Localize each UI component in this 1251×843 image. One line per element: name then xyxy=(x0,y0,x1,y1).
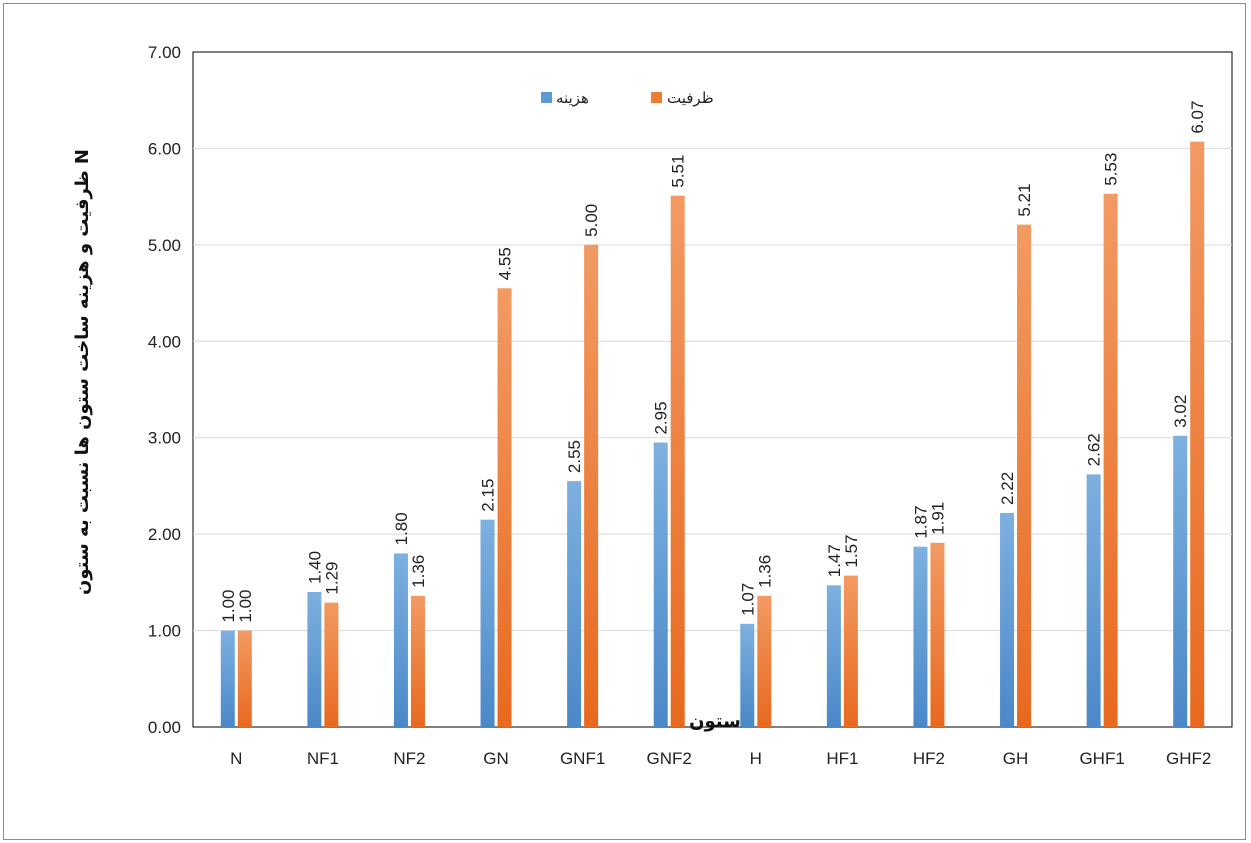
bar-cost-nf2 xyxy=(393,553,408,727)
bar-capacity-gn xyxy=(497,288,512,727)
x-tick-label: NF1 xyxy=(307,749,339,768)
data-label-capacity-nf2: 1.36 xyxy=(409,555,428,588)
x-axis-ticks: N NF1 NF2 GN GNF1 GNF2 H HF1 HF2 GH GHF1 GHF2 xyxy=(230,749,1211,768)
x-tick-label: N xyxy=(230,749,242,768)
y-axis-ticks: 0.00 1.00 2.00 3.00 4.00 5.00 6.00 7.00 xyxy=(148,43,181,737)
x-tick-label: GHF2 xyxy=(1166,749,1211,768)
y-tick-label: 7.00 xyxy=(148,43,181,62)
bar-capacity-gnf2 xyxy=(670,195,685,727)
y-tick-label: 6.00 xyxy=(148,139,181,158)
bar-cost-nf1 xyxy=(307,592,322,727)
x-tick-label: GNF1 xyxy=(560,749,605,768)
bar-cost-h xyxy=(740,623,755,727)
data-label-capacity-ghf2: 6.07 xyxy=(1188,101,1207,134)
plot-area-border xyxy=(192,51,1233,728)
bar-capacity-h xyxy=(757,595,772,727)
x-tick-label: GH xyxy=(1003,749,1029,768)
bar-capacity-nf1 xyxy=(324,602,339,727)
data-label-capacity-gn: 4.55 xyxy=(496,247,515,280)
x-tick-label: H xyxy=(750,749,762,768)
data-label-cost-gnf2: 2.95 xyxy=(652,401,671,434)
data-label-cost-nf2: 1.80 xyxy=(392,512,411,545)
bar-cost-gnf1 xyxy=(567,481,582,727)
x-tick-label: NF2 xyxy=(393,749,425,768)
data-labels: 1.001.00 1.401.29 1.80 1.36 2.15 4.55 2.55 5.00… xyxy=(219,101,1207,623)
legend-swatch-capacity xyxy=(651,92,662,103)
data-label-capacity-n: 1.00 xyxy=(236,589,255,622)
bar-capacity-ghf2 xyxy=(1190,141,1205,727)
bar-cost-ghf1 xyxy=(1086,474,1101,727)
data-label-capacity-nf1: 1.29 xyxy=(322,562,341,595)
data-label-capacity-h: 1.36 xyxy=(755,555,774,588)
y-tick-label: 4.00 xyxy=(148,332,181,351)
x-tick-label: HF2 xyxy=(913,749,945,768)
data-label-capacity-gh: 5.21 xyxy=(1015,184,1034,217)
legend-label-capacity: ظرفیت xyxy=(667,89,714,107)
data-label-cost-nf1: 1.40 xyxy=(305,551,324,584)
x-tick-label: GNF2 xyxy=(647,749,692,768)
legend-swatch-cost xyxy=(541,92,552,103)
bar-capacity-gh xyxy=(1017,224,1032,727)
bar-cost-hf1 xyxy=(826,585,841,727)
data-label-cost-hf2: 1.87 xyxy=(911,506,930,539)
data-label-capacity-gnf1: 5.00 xyxy=(582,204,601,237)
data-label-cost-gnf1: 2.55 xyxy=(565,440,584,473)
data-label-capacity-gnf2: 5.51 xyxy=(669,155,688,188)
bars xyxy=(220,141,1205,727)
y-tick-label: 5.00 xyxy=(148,236,181,255)
bar-capacity-ghf1 xyxy=(1103,193,1118,727)
x-tick-label: GHF1 xyxy=(1079,749,1124,768)
x-axis-title: ستون xyxy=(689,711,741,732)
data-label-cost-ghf2: 3.02 xyxy=(1171,395,1190,428)
bar-capacity-gnf1 xyxy=(584,244,599,727)
data-label-cost-h: 1.07 xyxy=(738,583,757,616)
data-label-cost-gn: 2.15 xyxy=(479,479,498,512)
bar-cost-gh xyxy=(1000,512,1015,727)
y-axis-title: ظرفیت و هزینه ساخت ستون ها نسبت به ستون … xyxy=(72,149,93,595)
y-tick-label: 1.00 xyxy=(148,622,181,641)
data-label-capacity-hf1: 1.57 xyxy=(842,535,861,568)
y-tick-label: 3.00 xyxy=(148,429,181,448)
legend-label-cost: هزینه xyxy=(556,89,589,107)
data-label-cost-gh: 2.22 xyxy=(998,472,1017,505)
bar-cost-gnf2 xyxy=(653,442,668,727)
bar-cost-ghf2 xyxy=(1173,435,1188,727)
y-tick-label: 0.00 xyxy=(148,718,181,737)
bar-capacity-n xyxy=(237,630,252,727)
bar-cost-n xyxy=(220,630,235,727)
bar-capacity-hf1 xyxy=(843,575,858,727)
legend: هزینه ظرفیت xyxy=(541,89,714,107)
data-label-cost-n: 1.00 xyxy=(219,589,238,622)
data-label-cost-ghf1: 2.62 xyxy=(1085,433,1104,466)
data-label-capacity-ghf1: 5.53 xyxy=(1102,153,1121,186)
chart-frame xyxy=(3,3,1246,840)
x-tick-label: HF1 xyxy=(826,749,858,768)
x-tick-label: GN xyxy=(483,749,509,768)
bar-cost-hf2 xyxy=(913,546,928,727)
bar-capacity-nf2 xyxy=(410,595,425,727)
gridlines xyxy=(192,51,1233,728)
data-label-capacity-hf2: 1.91 xyxy=(928,502,947,535)
y-tick-label: 2.00 xyxy=(148,525,181,544)
data-label-cost-hf1: 1.47 xyxy=(825,544,844,577)
bar-capacity-hf2 xyxy=(930,542,945,727)
bar-cost-gn xyxy=(480,519,495,727)
